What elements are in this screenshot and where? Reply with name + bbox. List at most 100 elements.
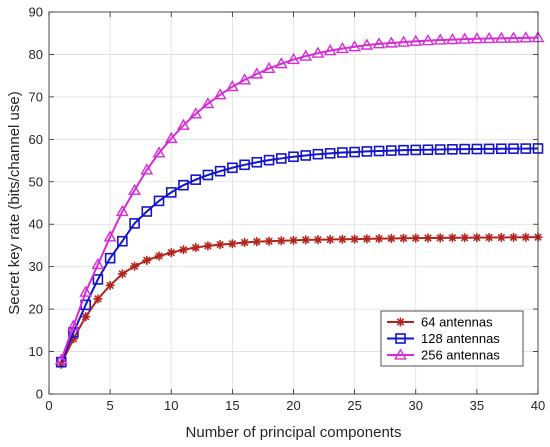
data-point: [374, 234, 384, 244]
x-tick-label: 0: [45, 398, 52, 413]
data-point: [177, 118, 190, 130]
x-tick-label: 10: [164, 398, 178, 413]
data-point: [447, 144, 458, 155]
data-point: [423, 233, 433, 243]
y-tick-label: 50: [29, 174, 43, 189]
x-tick-label: 25: [347, 398, 361, 413]
y-tick-label: 10: [29, 344, 43, 359]
asterisk-stroke: [130, 262, 139, 270]
data-point: [117, 269, 127, 279]
ticks: 0 5 10 15 20 25 30 35 40 0 10 20 30 40 50 60 70 80 90: [29, 5, 546, 414]
data-point: [384, 36, 398, 48]
y-tick-label: 90: [29, 5, 43, 20]
data-point: [189, 107, 203, 119]
data-point: [300, 150, 312, 161]
data-point: [154, 251, 164, 261]
data-point: [349, 146, 360, 158]
data-point: [519, 31, 533, 43]
series-group: [54, 31, 545, 369]
data-point: [458, 32, 472, 44]
data-point: [410, 144, 422, 156]
asterisk-stroke: [240, 238, 249, 247]
y-tick-label: 20: [29, 302, 43, 317]
data-point: [165, 187, 177, 198]
asterisk-stroke: [326, 235, 334, 244]
asterisk-stroke: [167, 248, 175, 257]
asterisk-stroke: [265, 237, 273, 245]
data-point: [203, 241, 213, 251]
asterisk-stroke: [179, 245, 188, 254]
data-point: [91, 257, 105, 270]
asterisk-stroke: [448, 234, 457, 242]
data-point: [276, 236, 286, 246]
series-2: [55, 143, 544, 368]
series-3: [54, 31, 545, 365]
data-point: [324, 148, 336, 159]
data-point: [435, 233, 445, 243]
data-point: [79, 285, 93, 297]
data-point: [421, 34, 435, 46]
data-point: [459, 143, 470, 155]
asterisk-stroke: [216, 240, 224, 249]
data-point: [483, 143, 495, 155]
data-point: [166, 248, 176, 258]
data-point: [251, 156, 263, 168]
asterisk-stroke: [375, 234, 383, 243]
data-point: [252, 237, 262, 247]
asterisk-stroke: [387, 234, 396, 243]
data-point: [472, 233, 482, 243]
asterisk-stroke: [155, 252, 163, 260]
data-point: [434, 144, 446, 155]
data-point: [399, 233, 409, 243]
asterisk-stroke: [350, 235, 359, 243]
data-point: [67, 319, 80, 331]
x-tick-label: 40: [531, 398, 545, 413]
data-point: [240, 237, 250, 247]
data-point: [386, 233, 396, 243]
data-point: [153, 195, 165, 207]
asterisk-stroke: [277, 237, 286, 245]
asterisk-stroke: [497, 233, 506, 242]
data-point: [460, 233, 470, 243]
asterisk-stroke: [143, 256, 151, 265]
y-tick-label: 30: [29, 259, 43, 274]
data-point: [103, 230, 117, 242]
data-point: [178, 245, 188, 255]
x-tick-label: 5: [107, 398, 114, 413]
data-point: [411, 233, 421, 243]
data-point: [496, 143, 507, 155]
asterisk-stroke: [363, 235, 371, 243]
data-point: [81, 312, 91, 322]
data-point: [337, 147, 348, 158]
data-point: [433, 33, 447, 45]
data-point: [164, 131, 178, 144]
data-point: [288, 151, 299, 163]
data-point: [397, 35, 410, 47]
y-tick-label: 60: [29, 132, 43, 147]
data-point: [348, 40, 362, 52]
data-point: [507, 31, 520, 43]
asterisk-stroke: [191, 243, 200, 252]
x-tick-label: 20: [286, 398, 300, 413]
asterisk-stroke: [485, 233, 493, 242]
asterisk-stroke: [460, 233, 469, 242]
data-point: [422, 144, 434, 156]
data-point: [115, 204, 129, 217]
data-point: [482, 31, 496, 44]
data-point: [385, 145, 397, 156]
asterisk-stroke: [81, 313, 90, 321]
data-point: [178, 179, 189, 191]
data-point: [190, 174, 201, 185]
data-point: [373, 145, 385, 157]
asterisk-stroke: [436, 234, 444, 242]
data-point: [398, 144, 409, 156]
asterisk-stroke: [338, 235, 347, 244]
data-point: [227, 162, 238, 174]
series-1: [56, 232, 543, 369]
data-point: [202, 169, 214, 181]
asterisk-stroke: [396, 318, 405, 326]
legend-marker: [394, 348, 407, 360]
data-point: [274, 57, 288, 69]
